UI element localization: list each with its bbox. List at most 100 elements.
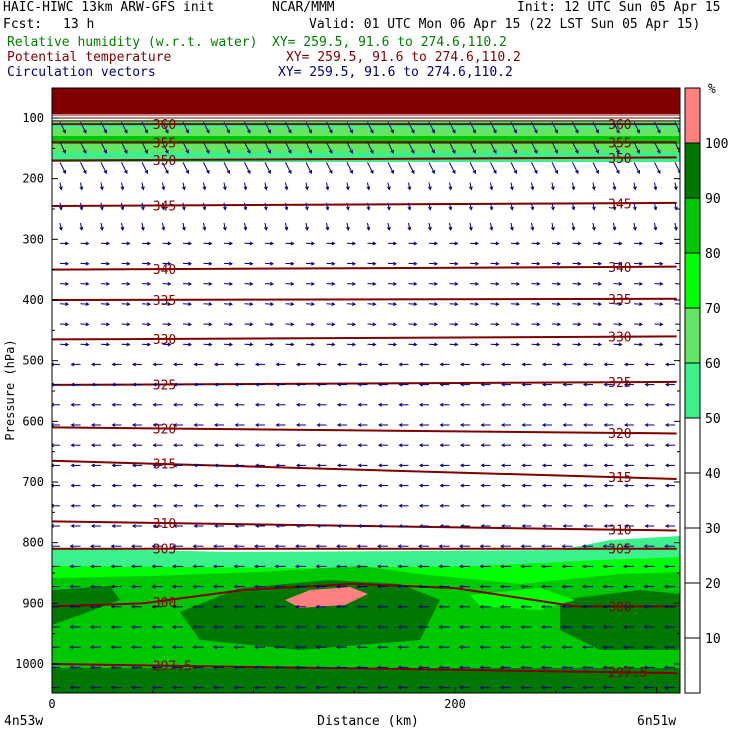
wind-vector-head [673, 206, 678, 211]
wind-vector [326, 182, 329, 190]
wind-vector-head [351, 322, 357, 327]
wind-vector-head [550, 186, 555, 191]
wind-vector-head [315, 604, 320, 609]
wind-vector-head [536, 342, 541, 347]
wind-vector-head [70, 463, 75, 468]
x-start-location: 4n53w [4, 714, 43, 729]
wind-vector-head [89, 544, 94, 549]
wind-vector-head [520, 645, 525, 650]
wind-vector-head [130, 544, 135, 549]
wind-vector-head [458, 645, 463, 650]
wind-vector [674, 121, 680, 133]
wind-vector-head [253, 604, 258, 609]
wind-vector-head [254, 503, 259, 508]
theta-label: 320 [608, 427, 631, 442]
wind-vector-head [562, 463, 567, 468]
wind-vector-head [417, 564, 422, 569]
wind-vector-head [187, 322, 193, 327]
wind-vector-head [315, 685, 320, 690]
wind-vector-head [556, 281, 562, 286]
wind-vector-head [540, 584, 545, 589]
wind-vector-head [126, 241, 131, 246]
wind-vector-head [284, 186, 289, 191]
wind-vector-head [335, 685, 340, 690]
wind-vector-head [167, 261, 172, 266]
theta-label: 325 [608, 376, 631, 391]
wind-vector-head [520, 625, 525, 629]
wind-vector-head [663, 584, 668, 589]
wind-vector-head [540, 564, 545, 569]
wind-vector [510, 121, 517, 133]
wind-vector [531, 182, 534, 190]
wind-vector-head [152, 463, 157, 468]
wind-vector-head [520, 544, 525, 549]
wind-vector-head [222, 186, 227, 191]
wind-vector-head [304, 186, 309, 191]
wind-vector [367, 121, 374, 133]
wind-vector-head [331, 322, 336, 327]
wind-vector-head [515, 322, 521, 327]
wind-vector-head [439, 362, 444, 367]
wind-vector-head [294, 564, 299, 569]
wind-vector-head [541, 382, 546, 387]
wind-vector-head [622, 645, 627, 650]
wind-vector-head [595, 129, 600, 134]
wind-vector-head [208, 322, 213, 327]
wind-vector [244, 121, 251, 133]
wind-vector [510, 222, 513, 230]
wind-vector-head [331, 241, 336, 246]
wind-vector-head [622, 584, 627, 589]
wind-vector-head [294, 584, 299, 589]
wind-vector [469, 141, 476, 154]
wind-vector-head [304, 226, 309, 231]
wind-vector-head [540, 544, 545, 549]
wind-vector-head [454, 302, 459, 307]
wind-vector-head [366, 226, 371, 231]
colorbar-tick-label: 80 [705, 247, 721, 262]
wind-vector-head [595, 149, 600, 154]
wind-vector-head [345, 186, 350, 191]
wind-vector-head [377, 524, 382, 528]
wind-vector-head [110, 604, 115, 609]
wind-vector-head [663, 645, 668, 650]
wind-vector-head [131, 362, 136, 367]
wind-vector [305, 121, 312, 133]
wind-vector [141, 141, 148, 154]
wind-vector-head [99, 226, 104, 231]
wind-vector [162, 182, 165, 190]
wind-vector-head [499, 564, 504, 569]
wind-vector-head [530, 226, 535, 231]
wind-vector-head [356, 544, 361, 549]
wind-vector [100, 162, 107, 174]
theta-label: 340 [608, 261, 631, 276]
wind-vector-head [267, 170, 272, 175]
wind-vector [285, 202, 288, 210]
wind-vector-head [208, 241, 213, 246]
wind-vector-head [111, 524, 116, 528]
theta-label: 335 [153, 294, 176, 309]
wind-vector-head [458, 604, 463, 609]
wind-vector-head [407, 206, 412, 211]
wind-vector-head [193, 503, 198, 508]
wind-vector-head [673, 226, 678, 231]
wind-vector [551, 202, 554, 210]
theta-label: 345 [608, 197, 631, 212]
wind-vector-head [582, 362, 587, 367]
wind-vector-head [581, 604, 586, 609]
wind-vector-head [643, 604, 648, 609]
wind-vector [121, 222, 124, 230]
theta-contour-297.5 [52, 663, 677, 675]
wind-vector [346, 141, 353, 154]
y-tick-label: 200 [22, 172, 44, 186]
wind-vector-head [597, 281, 603, 286]
wind-vector-head [413, 342, 418, 347]
wind-vector-head [513, 149, 518, 154]
wind-vector-head [192, 584, 197, 589]
wind-vector-head [226, 170, 231, 175]
wind-vector-head [418, 362, 423, 367]
wind-vector-head [418, 524, 423, 528]
wind-vector-head [69, 564, 74, 569]
wind-vector-head [413, 322, 418, 327]
wind-vector-head [120, 206, 125, 211]
wind-vector-head [643, 544, 648, 549]
